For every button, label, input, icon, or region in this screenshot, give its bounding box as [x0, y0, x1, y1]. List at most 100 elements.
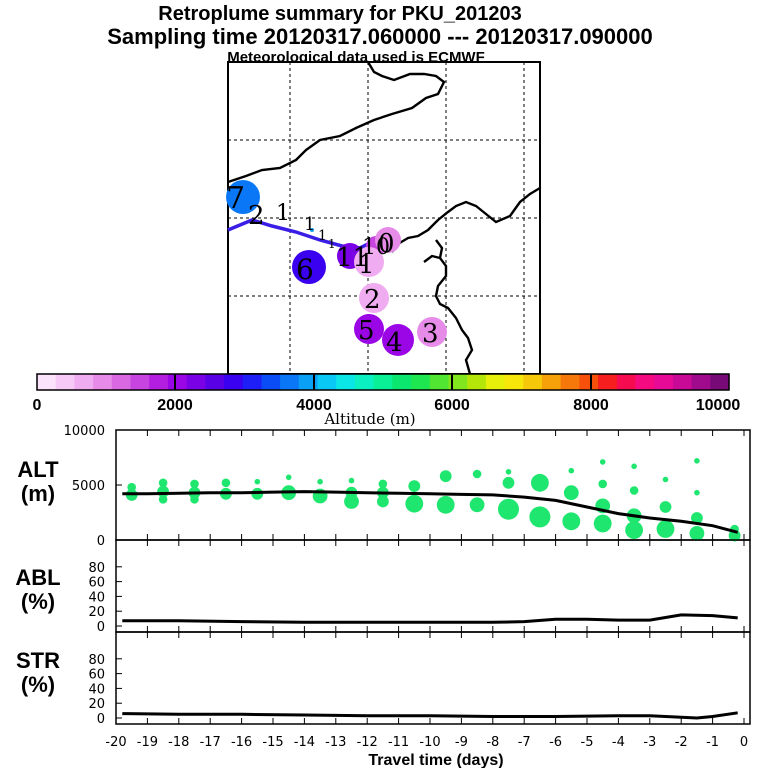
- traj-label: 2: [364, 285, 381, 315]
- alt-point: [436, 495, 455, 514]
- alt-point: [158, 495, 168, 504]
- colorbar-cell: [616, 374, 637, 390]
- traj-circle-2: [359, 283, 389, 313]
- x-tick-label: -5: [581, 735, 594, 750]
- alt-point: [629, 486, 639, 495]
- map-coastlines: [227, 61, 541, 375]
- alt-mean-line: [122, 490, 739, 534]
- x-tick-label: -17: [200, 735, 221, 750]
- traj-label: 6: [296, 253, 314, 286]
- x-tick-label: -16: [231, 735, 252, 750]
- x-tick-label: -19: [137, 735, 158, 750]
- x-axis: -20 -19 -18 -17 -16 -15 -14 -13 -12 -11 -10 -9 -8 -7-…: [105, 430, 748, 750]
- traj-label: 1: [304, 214, 315, 235]
- str-line: [122, 711, 738, 720]
- map-panel: 7 2 1 1 1 1 6 11 10 0 1 2 5 4 3: [226, 61, 541, 375]
- colorbar-cell: [37, 374, 57, 390]
- alt-point: [408, 480, 421, 492]
- colorbar-cell: [448, 374, 468, 390]
- alt-point: [190, 495, 199, 504]
- alt-point: [531, 473, 549, 492]
- colorbar-cell: [317, 374, 337, 390]
- traj-circle-1: [354, 247, 384, 277]
- alt-point: [529, 506, 551, 528]
- x-tick-label: -11: [388, 735, 409, 750]
- colorbar-tick: 10000: [696, 397, 741, 414]
- trajectory-points: [226, 180, 447, 356]
- x-tick-label: 0: [740, 735, 748, 750]
- colorbar-cell: [672, 374, 693, 390]
- colorbar-cell: [242, 374, 263, 390]
- x-tick-label: -18: [168, 735, 189, 750]
- x-tick-label: -6: [549, 735, 562, 750]
- colorbar-cell: [224, 374, 244, 390]
- x-tick-label: -2: [675, 735, 688, 750]
- title-line-2: Sampling time 20120317.060000 --- 201203…: [107, 24, 653, 49]
- alt-point: [317, 478, 323, 485]
- colorbar-cell: [93, 374, 113, 390]
- abl-ytick-label: 20: [88, 605, 105, 620]
- traj-circle-5: [354, 314, 384, 344]
- alt-point: [348, 477, 355, 484]
- alt-ytick-label: 5000: [72, 479, 105, 494]
- colorbar-cell: [55, 374, 75, 390]
- alt-point: [439, 470, 452, 483]
- traj-label: 11: [336, 243, 369, 273]
- alt-point: [254, 478, 261, 485]
- colorbar-cell: [579, 374, 599, 390]
- alt-point: [562, 512, 581, 531]
- x-tick-label: -8: [486, 735, 499, 750]
- alt-point: [158, 478, 168, 488]
- colorbar-cell: [523, 374, 543, 390]
- x-tick-label: -13: [325, 735, 346, 750]
- x-tick-label: -4: [612, 735, 625, 750]
- traj-circle-7: [226, 180, 260, 214]
- str-ytick-label: 40: [88, 682, 105, 697]
- colorbar-cell: [186, 374, 206, 390]
- alt-point: [221, 478, 231, 488]
- abl-ytick-label: 60: [88, 576, 105, 591]
- x-tick-label: -14: [294, 735, 315, 750]
- alt-point: [625, 521, 643, 539]
- alt-point: [378, 479, 388, 489]
- alt-point: [285, 474, 292, 481]
- colorbar-cell: [354, 374, 375, 390]
- x-tick-label: -9: [455, 735, 468, 750]
- trajectory-labels: 7 2 1 1 1 1 6 11 10 0 1 2 5 4 3: [226, 181, 439, 358]
- alt-point: [691, 512, 703, 524]
- colorbar-tick: 8000: [573, 397, 609, 414]
- abl-ytick-label: 80: [88, 561, 105, 576]
- alt-point: [599, 459, 606, 465]
- colorbar-cell: [691, 374, 711, 390]
- colorbar-cell: [280, 374, 300, 390]
- traj-circle-0: [375, 227, 401, 253]
- x-axis-label: Travel time (days): [368, 752, 503, 768]
- colorbar-cell: [205, 374, 225, 390]
- abl-ylabel-line1: ABL: [15, 565, 60, 590]
- colorbar-cell: [467, 374, 487, 390]
- alt-point: [694, 458, 700, 464]
- traj-label: 7: [226, 181, 245, 216]
- alt-ytick-label: 0: [97, 534, 105, 549]
- traj-label: 4: [386, 328, 403, 358]
- traj-label: 5: [358, 316, 375, 346]
- alt-point: [405, 494, 424, 513]
- colorbar-cell: [541, 374, 562, 390]
- colorbar-tick: 6000: [434, 397, 470, 414]
- colorbar-cell: [298, 374, 319, 390]
- colorbar-cell: [485, 374, 506, 390]
- traj-label: 1: [358, 250, 375, 280]
- str-ytick-label: 60: [88, 668, 105, 683]
- abl-ytick-label: 40: [88, 590, 105, 605]
- traj-circle-6: [292, 250, 326, 284]
- alt-point: [568, 467, 575, 474]
- colorbar-cell: [710, 374, 730, 390]
- alt-point: [593, 514, 612, 533]
- traj-label: 10: [362, 235, 390, 260]
- alt-point: [662, 476, 669, 483]
- traj-label: 1: [318, 228, 327, 244]
- alt-yticks: 10000 5000 0: [64, 424, 122, 549]
